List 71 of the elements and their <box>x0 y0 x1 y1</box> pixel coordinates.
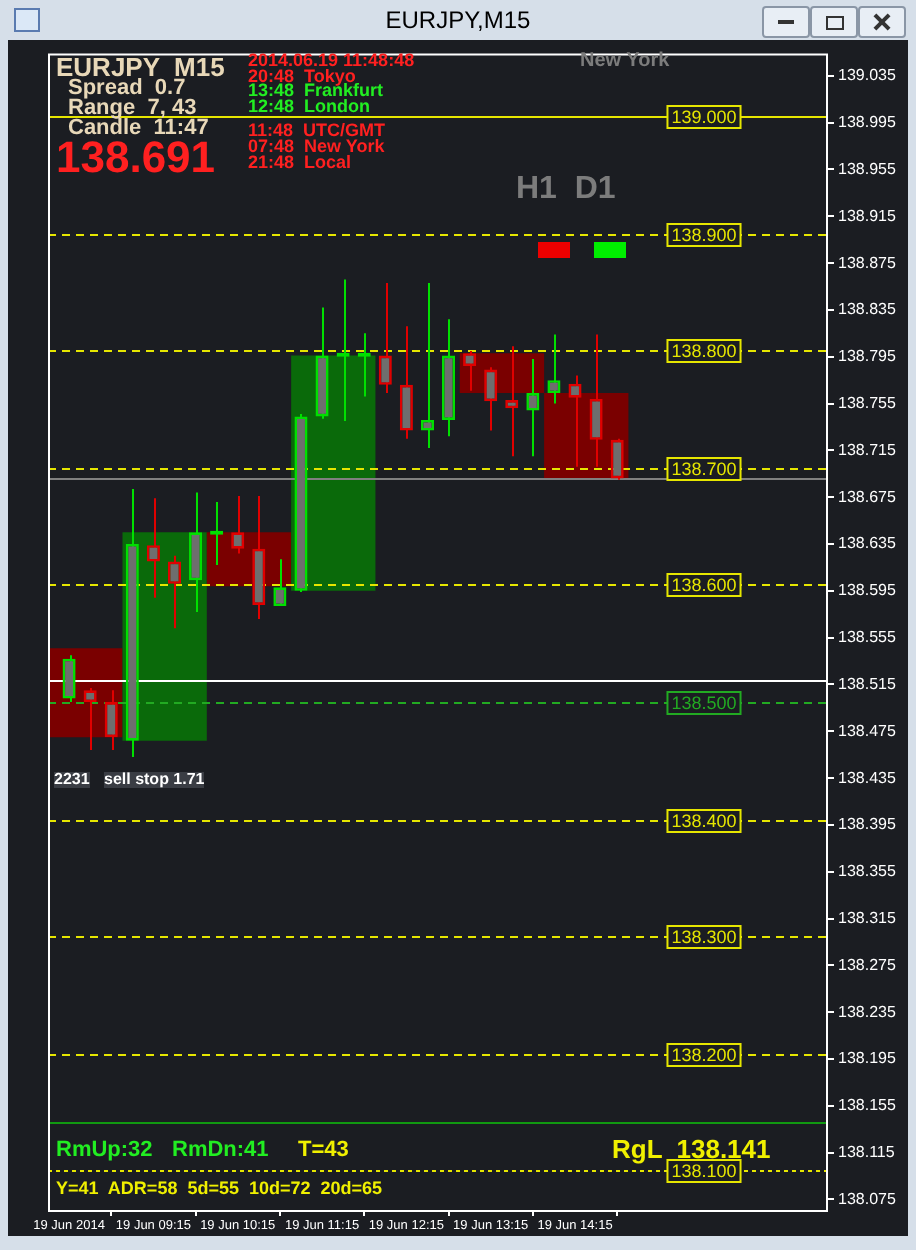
candlestick <box>104 689 118 752</box>
y-tick-label: 138.875 <box>838 253 897 272</box>
y-tick-label: 138.395 <box>838 815 897 834</box>
annotation: RmUp:32 <box>56 1138 153 1162</box>
annotation: 20:48 Tokyo <box>248 65 356 85</box>
annotation: RmDn:41 <box>172 1138 269 1162</box>
annotation: 07:48 New York <box>248 136 385 156</box>
ref-line-label: 138.600 <box>671 574 737 595</box>
annotation: 21:48 Local <box>248 152 352 172</box>
y-tick-label: 138.595 <box>838 581 897 600</box>
y-tick-label: 139.035 <box>838 66 897 85</box>
y-tick-label: 138.075 <box>838 1189 897 1208</box>
annotation: 2231 <box>54 770 90 788</box>
candlestick <box>526 358 540 458</box>
y-tick-label: 138.715 <box>838 440 897 459</box>
y-tick-label: 138.515 <box>838 674 897 693</box>
y-tick-label: 138.195 <box>838 1049 897 1068</box>
y-tick-label: 138.635 <box>838 534 897 553</box>
candlestick <box>589 333 603 468</box>
candlestick <box>463 349 477 392</box>
candlestick <box>231 495 245 555</box>
candlestick <box>189 491 203 613</box>
y-tick-label: 138.675 <box>838 487 897 506</box>
ref-line-label: 139.000 <box>671 106 737 127</box>
annotation: sell stop 1.71 <box>104 770 205 788</box>
y-tick-label: 138.155 <box>838 1096 897 1115</box>
candlestick <box>547 333 561 405</box>
candlestick <box>610 437 624 481</box>
candlestick <box>146 497 160 599</box>
y-tick-label: 138.555 <box>838 628 897 647</box>
ref-line-label: 138.100 <box>671 1160 737 1181</box>
candlestick <box>378 282 392 395</box>
y-tick-label: 138.475 <box>838 721 897 740</box>
annotation: 12:48 London <box>248 95 371 115</box>
y-tick-label: 138.795 <box>838 347 897 366</box>
ref-line-label: 138.800 <box>671 340 737 361</box>
candlestick <box>273 558 287 608</box>
annotation: 13:48 Frankfurt <box>248 80 384 100</box>
annotation: 2014.06.19 11:48:48 <box>248 50 415 70</box>
candlestick <box>568 374 582 468</box>
y-tick-label: 138.315 <box>838 908 897 927</box>
annotation: 11:48 UTC/GMT <box>248 120 386 140</box>
y-tick-label: 138.995 <box>838 113 897 132</box>
ref-line-label: 138.700 <box>671 458 737 479</box>
chart-title: EURJPY,M15 <box>383 6 533 34</box>
y-tick-label: 138.275 <box>838 955 897 974</box>
annotation: RgL 138.141 <box>612 1134 771 1164</box>
ref-line-label: 138.500 <box>671 692 737 713</box>
y-tick-label: 138.835 <box>838 300 897 319</box>
annotation: New York <box>580 50 670 72</box>
ref-line-label: 138.200 <box>671 1044 737 1065</box>
y-tick-label: 138.235 <box>838 1002 897 1021</box>
y-tick-label: 138.755 <box>838 393 897 412</box>
candlestick <box>83 686 97 752</box>
annotation: H1 D1 <box>516 172 616 206</box>
y-tick-label: 138.435 <box>838 768 897 787</box>
y-tick-label: 138.355 <box>838 862 897 881</box>
y-tick-label: 138.955 <box>838 159 897 178</box>
ref-line-label: 138.400 <box>671 810 737 831</box>
annotation: Spread 0.7 <box>68 76 186 100</box>
ref-line-label: 138.900 <box>671 224 737 245</box>
candlestick <box>505 345 519 458</box>
candlestick <box>399 325 413 440</box>
candlestick <box>484 366 498 432</box>
ref-line-label: 138.300 <box>671 926 737 947</box>
y-tick-label: 138.115 <box>838 1143 896 1162</box>
y-tick-label: 138.915 <box>838 206 897 225</box>
annotation: Range 7, 43 <box>68 96 197 120</box>
annotation: Y=41 ADR=58 5d=55 10d=72 20d=65 <box>56 1178 383 1198</box>
annotation: T=43 <box>298 1138 349 1162</box>
candlestick <box>62 654 76 704</box>
